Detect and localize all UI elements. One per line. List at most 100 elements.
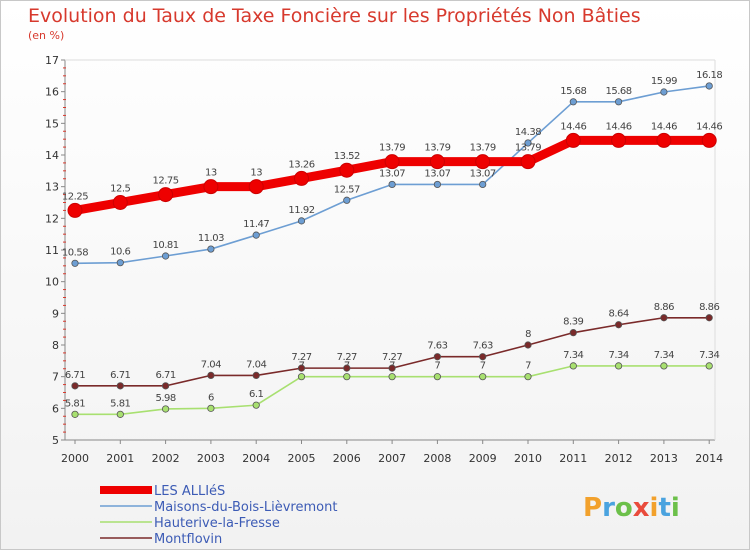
data-point: [162, 382, 170, 390]
data-label: 8: [525, 329, 531, 340]
data-point: [479, 180, 487, 189]
y-tick-label: 13: [45, 181, 59, 194]
x-tick-label: 2008: [423, 452, 451, 465]
data-label: 10.58: [62, 247, 88, 258]
data-label: 7.63: [427, 341, 447, 352]
series-layer: 5.815.815.9866.17777777.347.347.347.346.…: [62, 70, 723, 418]
data-label: 6: [208, 392, 214, 403]
data-label: 7.34: [654, 350, 674, 361]
data-point: [705, 362, 713, 370]
series-0: 12.25 12.5 12.75 13 13 13.26 13.52 13.79 13.79 13…: [62, 121, 723, 218]
data-point: [248, 179, 264, 195]
data-label: 7: [434, 361, 440, 372]
data-point: [524, 373, 532, 381]
data-label: 13.07: [424, 168, 450, 179]
data-label: 11.92: [288, 205, 314, 216]
data-point: [479, 373, 487, 381]
data-point: [207, 371, 215, 379]
x-tick-label: 2014: [695, 452, 723, 465]
data-point: [343, 196, 351, 204]
data-point: [705, 82, 713, 90]
proxiti-logo: Proxiti: [583, 493, 680, 523]
y-tick-label: 12: [45, 212, 59, 225]
x-tick-label: 2013: [650, 452, 678, 465]
data-point: [384, 154, 400, 170]
data-point: [297, 364, 306, 372]
data-label: 5.81: [65, 398, 85, 409]
data-point: [524, 341, 532, 349]
data-point: [116, 410, 124, 418]
data-point: [433, 373, 441, 381]
data-label: 14.46: [696, 121, 722, 132]
legend-label: Maisons-du-Bois-Lièvremont: [154, 500, 337, 515]
data-point: [294, 170, 309, 186]
data-label: 8.86: [699, 302, 719, 313]
x-tick-label: 2001: [106, 452, 134, 465]
data-label: 7.34: [563, 350, 583, 361]
logo-letter: x: [633, 493, 650, 523]
data-point: [252, 401, 260, 409]
data-point: [252, 371, 260, 379]
data-label: 14.46: [606, 121, 632, 132]
data-point: [705, 314, 713, 322]
x-tick-label: 2012: [605, 452, 633, 465]
series-3: 6.71 6.71 6.71 7.04 7.04 7.27 7.27 7.27 7.63 7.63…: [65, 302, 720, 390]
legend-label: LES ALLIéS: [154, 484, 225, 499]
logo-letter: o: [615, 493, 633, 523]
y-tick-label: 10: [45, 276, 59, 289]
x-tick-label: 2007: [378, 452, 406, 465]
axes: 5 6 7 8 9 10 11 12 13 14 15 16 17 2000 2001 2002 2003 200…: [45, 54, 723, 465]
data-point: [71, 382, 79, 390]
data-label: 13.79: [424, 143, 450, 154]
data-label: 10.81: [153, 240, 179, 251]
series-1: 10.58 10.6 10.81 11.03 11.47 11.92 12.57 13.07 1…: [62, 70, 723, 267]
data-label: 13: [205, 168, 217, 179]
data-label: 7.34: [699, 350, 719, 361]
data-point: [611, 132, 627, 148]
data-label: 15.68: [560, 86, 586, 97]
x-tick-label: 2003: [197, 452, 225, 465]
data-point: [339, 162, 355, 178]
data-label: 12.5: [110, 184, 130, 195]
data-point: [388, 364, 396, 372]
data-point: [569, 329, 577, 337]
y-tick-label: 9: [52, 307, 59, 320]
data-point: [116, 259, 124, 267]
data-label: 13.79: [379, 143, 405, 154]
data-label: 7.63: [473, 341, 493, 352]
data-point: [433, 180, 441, 189]
data-point: [67, 202, 83, 218]
data-point: [71, 259, 79, 267]
logo-letter: r: [602, 493, 615, 523]
data-point: [162, 405, 170, 413]
y-tick-label: 8: [52, 339, 59, 352]
data-label: 6.71: [155, 370, 175, 381]
y-tick-label: 11: [45, 244, 59, 257]
x-tick-label: 2011: [559, 452, 587, 465]
data-label: 12.57: [334, 184, 360, 195]
data-label: 11.47: [243, 219, 269, 230]
data-label: 8.64: [608, 309, 628, 320]
y-tick-label: 14: [45, 149, 59, 162]
data-label: 16.18: [696, 70, 722, 81]
data-label: 13.79: [470, 143, 496, 154]
data-label: 14.46: [560, 121, 586, 132]
data-label: 10.6: [110, 247, 130, 258]
chart-subtitle: (en %): [28, 29, 64, 42]
data-point: [71, 410, 79, 418]
y-tick-label: 5: [52, 434, 59, 447]
data-label: 7: [480, 361, 486, 372]
data-label: 13.52: [334, 151, 360, 162]
data-label: 11.03: [198, 233, 224, 244]
data-point: [433, 353, 441, 361]
data-point: [520, 154, 536, 170]
data-label: 13.26: [288, 159, 314, 170]
data-point: [207, 404, 215, 412]
x-tick-label: 2009: [469, 452, 497, 465]
data-label: 7.34: [608, 350, 628, 361]
x-tick-label: 2010: [514, 452, 542, 465]
data-label: 7.27: [291, 352, 311, 363]
logo-letter: t: [658, 493, 670, 523]
